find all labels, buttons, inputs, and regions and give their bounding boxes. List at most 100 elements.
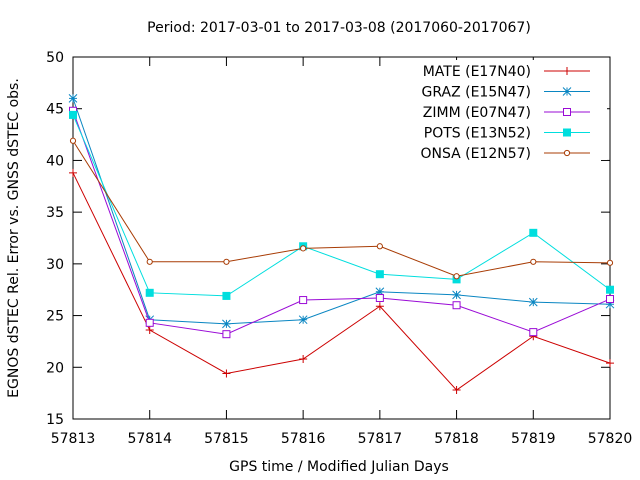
data-point — [69, 168, 77, 177]
data-point — [453, 273, 460, 280]
legend-entry: ZIMM (E07N47) — [423, 105, 590, 121]
data-point — [452, 290, 461, 300]
plot-area — [72, 56, 611, 420]
legend-marker — [563, 149, 571, 157]
marker-shape — [606, 285, 614, 294]
marker-shape — [69, 110, 77, 119]
marker-shape — [452, 275, 461, 284]
marker-shape — [529, 328, 538, 337]
marker-stroke — [68, 94, 78, 103]
marker-shape — [375, 270, 384, 279]
data-point — [222, 330, 231, 339]
marker-shape — [300, 245, 307, 252]
marker-shape — [453, 273, 460, 280]
marker-stroke — [145, 326, 154, 335]
x-tick-label: 57820 — [588, 431, 633, 447]
series-line — [72, 110, 611, 335]
x-tick-label: 57819 — [511, 431, 556, 447]
series-pots — [69, 110, 614, 300]
marker-shape — [606, 259, 614, 266]
marker-shape — [299, 296, 308, 305]
data-point — [529, 328, 538, 337]
data-point — [299, 355, 308, 364]
legend: MATE (E17N40) GRAZ (E15N47) ZIMM (E07N47) P… — [408, 60, 607, 162]
marker-stroke — [528, 297, 538, 307]
data-point — [145, 326, 154, 335]
series-mate — [69, 168, 614, 395]
marker-shape — [145, 288, 154, 297]
y-tick-label: 20 — [46, 360, 64, 376]
data-point — [146, 258, 153, 265]
legend-entry: GRAZ (E15N47) — [422, 85, 590, 101]
marker-shape — [222, 330, 231, 339]
marker-stroke — [375, 302, 384, 311]
y-tick-label: 30 — [46, 257, 64, 273]
marker-shape — [530, 258, 537, 265]
marker-stroke — [452, 290, 461, 300]
x-tick-label: 57816 — [281, 431, 326, 447]
y-tick-label: 15 — [46, 412, 64, 428]
series-line — [72, 98, 611, 325]
data-point — [298, 315, 308, 325]
series-line — [72, 114, 611, 297]
marker-stroke — [605, 299, 615, 309]
legend-label: MATE (E17N40) — [423, 64, 531, 80]
data-point — [606, 295, 614, 304]
y-tick-label: 40 — [46, 153, 64, 169]
data-point — [606, 285, 614, 294]
data-point — [375, 293, 384, 302]
marker-shape — [606, 295, 614, 304]
marker-stroke — [222, 369, 231, 378]
legend-marker — [562, 87, 572, 96]
legend-marker — [563, 67, 571, 75]
x-tick-label: 57813 — [51, 431, 96, 447]
data-point — [145, 288, 154, 297]
marker-shape — [563, 108, 571, 116]
x-tick-label: 57814 — [127, 431, 172, 447]
marker-stroke — [299, 355, 308, 364]
y-axis-label: EGNOS dSTEC Rel. Error vs. GNSS dSTEC ob… — [6, 78, 22, 398]
marker-stroke — [452, 386, 461, 395]
data-point — [452, 275, 461, 284]
legend-entry: MATE (E17N40) — [423, 64, 590, 80]
y-tick-label: 45 — [46, 102, 64, 118]
data-point — [69, 110, 77, 119]
marker-stroke — [563, 67, 571, 75]
marker-shape — [223, 258, 230, 265]
data-point — [530, 258, 537, 265]
series-layer — [68, 94, 615, 395]
y-tick-label: 35 — [46, 205, 64, 221]
x-axis-label: GPS time / Modified Julian Days — [229, 459, 449, 475]
data-point — [300, 245, 307, 252]
marker-shape — [375, 293, 384, 302]
series-onsa — [69, 137, 614, 280]
data-point — [605, 299, 615, 309]
marker-shape — [145, 318, 154, 327]
marker-stroke — [375, 287, 385, 297]
marker-shape — [563, 149, 571, 157]
legend-entry: ONSA (E12N57) — [420, 146, 590, 162]
chart-title: Period: 2017-03-01 to 2017-03-08 (201706… — [147, 20, 531, 36]
legend-label: POTS (E13N52) — [424, 126, 531, 142]
marker-shape — [452, 301, 461, 310]
marker-shape — [69, 137, 77, 144]
marker-shape — [222, 291, 231, 300]
data-point — [375, 287, 385, 297]
marker-stroke — [606, 359, 614, 368]
marker-shape — [376, 243, 383, 250]
data-point — [222, 369, 231, 378]
data-point — [452, 386, 461, 395]
series-graz — [68, 94, 615, 329]
marker-stroke — [298, 315, 308, 325]
data-point — [68, 94, 78, 103]
legend-entry: POTS (E13N52) — [424, 126, 590, 142]
y-tick-label: 50 — [46, 50, 64, 66]
axis-ticks: 15 20 25 30 35 40 45 50 57813 57814 57815 57816 5781… — [46, 50, 632, 447]
data-point — [375, 270, 384, 279]
data-point — [606, 359, 614, 368]
marker-stroke — [562, 87, 572, 96]
legend-label: ZIMM (E07N47) — [423, 105, 531, 121]
data-point — [222, 319, 231, 329]
data-point — [222, 291, 231, 300]
